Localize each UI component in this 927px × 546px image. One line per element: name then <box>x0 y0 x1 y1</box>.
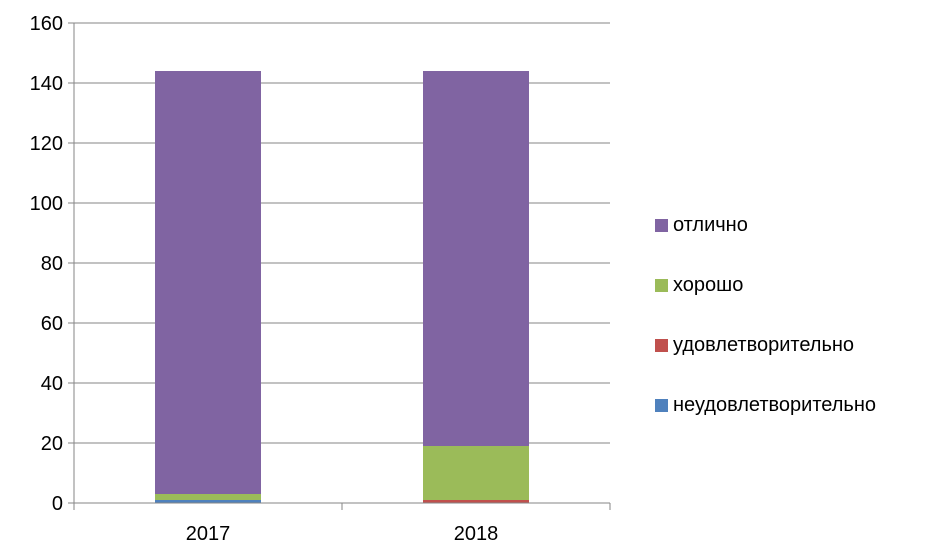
y-tick-label: 140 <box>30 73 63 95</box>
legend-item: отлично <box>655 195 925 255</box>
y-tick-labels: 0 20 40 60 80 100 120 140 160 <box>30 13 63 515</box>
legend-label: хорошо <box>673 273 744 296</box>
y-tick-label: 160 <box>30 13 63 35</box>
bar-2017-0 <box>155 500 261 503</box>
legend-swatch <box>655 218 668 232</box>
legend-item: хорошо <box>655 255 925 315</box>
legend-item: удовлетворительно <box>655 315 925 375</box>
legend-label: отлично <box>673 213 748 236</box>
y-tick-label: 0 <box>52 493 63 515</box>
bar-2018-2 <box>423 446 529 500</box>
legend-label: удовлетворительно <box>673 333 855 356</box>
bar-2018-3 <box>423 71 529 446</box>
y-tick-label: 80 <box>41 253 63 275</box>
y-tick-label: 20 <box>41 433 63 455</box>
legend-item: неудовлетворительно <box>655 375 925 435</box>
legend-label: неудовлетворительно <box>673 393 876 416</box>
legend-swatch <box>655 398 668 412</box>
legend-swatch <box>655 338 668 352</box>
legend: отлично хорошо удовлетворительно неудовлетв… <box>655 195 925 435</box>
legend-swatch <box>655 278 668 292</box>
gridlines <box>74 22 610 444</box>
y-tick-label: 40 <box>41 373 63 395</box>
y-tick-label: 60 <box>41 313 63 335</box>
bars <box>155 71 529 503</box>
y-tick-label: 120 <box>30 133 63 155</box>
x-tick-label: 2017 <box>186 523 231 545</box>
x-tick-label: 2018 <box>454 523 499 545</box>
bar-2018-1 <box>423 500 529 503</box>
y-tick-label: 100 <box>30 193 63 215</box>
axes <box>68 22 611 510</box>
x-tick-labels: 2017 2018 <box>186 523 499 545</box>
bar-2017-3 <box>155 71 261 494</box>
bar-2017-2 <box>155 494 261 500</box>
